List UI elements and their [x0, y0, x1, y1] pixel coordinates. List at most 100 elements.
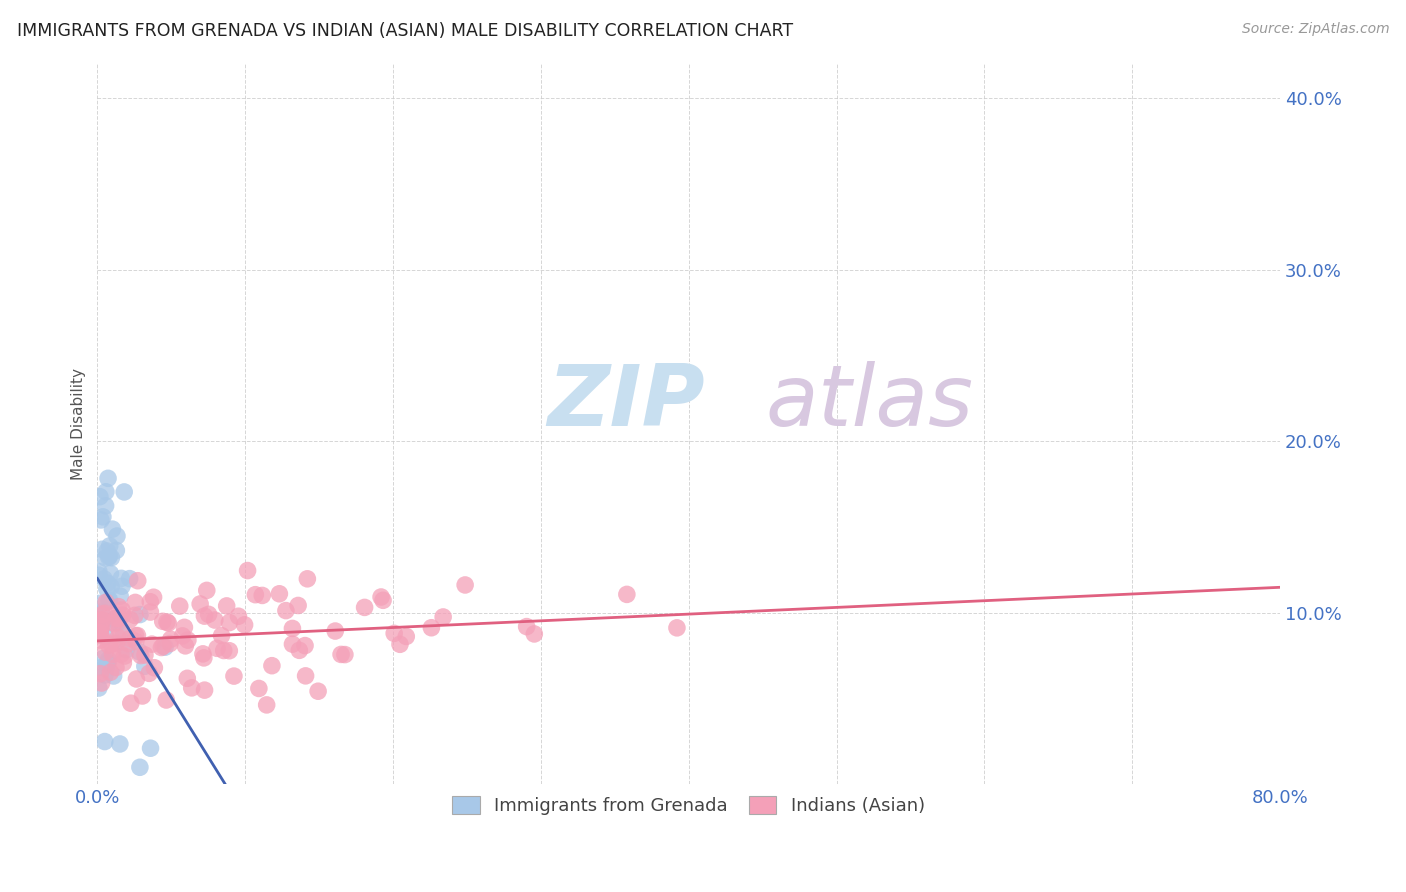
Point: [100, 550, 122, 565]
Point: [138, 666, 160, 681]
Point: [333, 648, 356, 662]
Point: [218, 615, 240, 630]
Point: [112, 628, 135, 642]
Point: [172, 629, 194, 643]
Point: [159, 636, 181, 650]
Point: [103, 669, 125, 683]
Point: [174, 639, 197, 653]
Point: [90, 605, 112, 619]
Point: [107, 631, 129, 645]
Point: [256, 698, 278, 712]
Point: [110, 571, 132, 585]
Point: [269, 587, 291, 601]
Point: [247, 681, 270, 696]
Point: [212, 643, 235, 657]
Point: [287, 599, 309, 613]
Point: [616, 587, 638, 601]
Point: [156, 615, 179, 629]
Point: [96, 544, 118, 558]
Point: [124, 608, 146, 623]
Point: [87, 568, 110, 582]
Point: [330, 648, 353, 662]
Point: [142, 591, 165, 605]
Point: [87, 596, 110, 610]
Point: [191, 647, 214, 661]
Point: [222, 669, 245, 683]
Point: [388, 637, 411, 651]
Point: [97, 471, 120, 485]
Point: [118, 572, 141, 586]
Point: [89, 633, 111, 648]
Point: [125, 634, 148, 648]
Point: [152, 639, 174, 653]
Point: [288, 643, 311, 657]
Point: [153, 640, 176, 655]
Point: [125, 672, 148, 686]
Point: [94, 645, 117, 659]
Point: [96, 657, 118, 671]
Point: [107, 599, 129, 614]
Point: [101, 522, 124, 536]
Text: atlas: atlas: [766, 361, 973, 444]
Point: [129, 648, 152, 663]
Point: [124, 629, 146, 643]
Point: [134, 659, 156, 673]
Point: [108, 589, 131, 603]
Point: [105, 611, 128, 625]
Point: [139, 605, 162, 619]
Point: [101, 647, 124, 661]
Point: [100, 615, 122, 630]
Point: [94, 668, 117, 682]
Point: [139, 595, 162, 609]
Point: [90, 660, 112, 674]
Point: [115, 642, 138, 657]
Point: [104, 660, 127, 674]
Point: [176, 671, 198, 685]
Point: [139, 741, 162, 756]
Point: [211, 629, 233, 643]
Point: [323, 624, 346, 638]
Point: [94, 484, 117, 499]
Point: [523, 627, 546, 641]
Point: [129, 607, 152, 622]
Point: [141, 637, 163, 651]
Point: [188, 597, 211, 611]
Point: [93, 651, 115, 665]
Point: [108, 737, 131, 751]
Point: [87, 681, 110, 695]
Point: [94, 595, 117, 609]
Point: [89, 490, 111, 504]
Point: [91, 542, 114, 557]
Point: [108, 611, 131, 625]
Point: [89, 622, 111, 636]
Point: [127, 628, 149, 642]
Point: [100, 580, 122, 594]
Point: [118, 636, 141, 650]
Y-axis label: Male Disability: Male Disability: [72, 368, 86, 480]
Point: [205, 641, 228, 656]
Point: [90, 620, 112, 634]
Point: [89, 666, 111, 681]
Point: [134, 648, 156, 662]
Point: [111, 608, 134, 623]
Point: [97, 638, 120, 652]
Point: [94, 499, 117, 513]
Point: [98, 539, 121, 553]
Point: [90, 628, 112, 642]
Point: [193, 683, 215, 698]
Point: [124, 595, 146, 609]
Point: [454, 578, 477, 592]
Point: [173, 620, 195, 634]
Point: [111, 579, 134, 593]
Point: [100, 566, 122, 581]
Point: [143, 661, 166, 675]
Point: [193, 651, 215, 665]
Point: [371, 593, 394, 607]
Point: [120, 632, 142, 646]
Text: IMMIGRANTS FROM GRENADA VS INDIAN (ASIAN) MALE DISABILITY CORRELATION CHART: IMMIGRANTS FROM GRENADA VS INDIAN (ASIAN…: [17, 22, 793, 40]
Point: [91, 607, 114, 621]
Point: [353, 600, 375, 615]
Point: [294, 639, 316, 653]
Point: [228, 609, 250, 624]
Point: [297, 572, 319, 586]
